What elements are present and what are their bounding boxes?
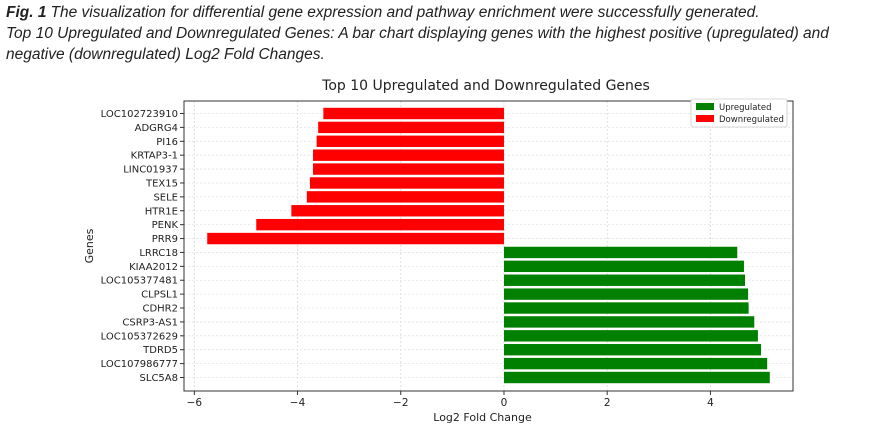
- x-tick-label: 0: [501, 397, 508, 409]
- y-tick-label: CSRP3-AS1: [122, 317, 178, 328]
- bar-downregulated: [318, 121, 504, 134]
- bar-downregulated: [313, 163, 504, 175]
- legend-label: Upregulated: [719, 103, 771, 113]
- bar-downregulated: [323, 107, 504, 120]
- plot-frame: [183, 100, 794, 392]
- bar-upregulated: [503, 288, 749, 300]
- bar-downregulated: [316, 135, 504, 147]
- legend-label: Downregulated: [719, 115, 784, 125]
- y-tick-label: SELE: [153, 192, 178, 203]
- bar-downregulated: [207, 232, 504, 245]
- legend-swatch: [696, 103, 714, 110]
- caption-line-2: Top 10 Upregulated and Downregulated Gen…: [6, 25, 829, 63]
- bar-downregulated: [313, 149, 504, 161]
- y-tick-label: ADGRG4: [135, 123, 178, 134]
- bar-upregulated: [503, 246, 738, 259]
- y-tick-label: CLPSL1: [141, 290, 178, 301]
- y-axis-label: Genes: [83, 228, 96, 263]
- bar-downregulated: [306, 191, 504, 203]
- y-tick-label: PI16: [156, 137, 178, 148]
- legend-box: [690, 98, 788, 128]
- chart-title: Top 10 Upregulated and Downregulated Gen…: [321, 78, 650, 94]
- y-tick-label: CDHR2: [142, 304, 178, 315]
- x-tick-label: −4: [290, 397, 306, 409]
- bar-upregulated: [503, 260, 744, 273]
- y-tick-label: LOC107986777: [101, 359, 178, 370]
- y-tick-label: TDRD5: [142, 345, 178, 356]
- x-tick-label: −6: [187, 397, 203, 409]
- figure-caption: Fig. 1 The visualization for differential…: [6, 2, 866, 65]
- bar-upregulated: [503, 344, 762, 356]
- bar-upregulated: [503, 357, 768, 370]
- y-tick-label: PENK: [152, 220, 179, 231]
- y-tick-label: LRRC18: [139, 248, 178, 259]
- y-tick-label: PRR9: [152, 234, 178, 245]
- y-tick-label: TEX15: [145, 178, 178, 189]
- y-tick-label: HTR1E: [145, 206, 178, 217]
- bar-upregulated: [503, 316, 755, 328]
- y-tick-label: LOC105372629: [101, 331, 178, 342]
- x-tick-label: 2: [604, 397, 611, 409]
- bar-upregulated: [503, 371, 770, 384]
- x-tick-label: 4: [707, 397, 714, 409]
- y-tick-label: KRTAP3-1: [131, 151, 178, 162]
- y-tick-label: LINC01937: [123, 165, 178, 176]
- figure-label: Fig. 1: [6, 4, 47, 21]
- caption-line-1: The visualization for differential gene …: [50, 4, 760, 21]
- y-tick-label: KIAA2012: [129, 262, 178, 273]
- x-tick-label: −2: [393, 397, 408, 409]
- bar-downregulated: [309, 177, 504, 189]
- bar-downregulated: [256, 218, 504, 231]
- bar-upregulated: [503, 330, 758, 342]
- bar-downregulated: [291, 205, 504, 217]
- legend-swatch: [696, 115, 714, 122]
- y-tick-label: SLC5A8: [140, 373, 178, 384]
- y-tick-label: LOC102723910: [101, 109, 178, 120]
- bar-upregulated: [503, 302, 749, 314]
- y-tick-label: LOC105377481: [101, 276, 178, 287]
- bar-upregulated: [503, 274, 746, 286]
- x-axis-label: Log2 Fold Change: [433, 411, 532, 424]
